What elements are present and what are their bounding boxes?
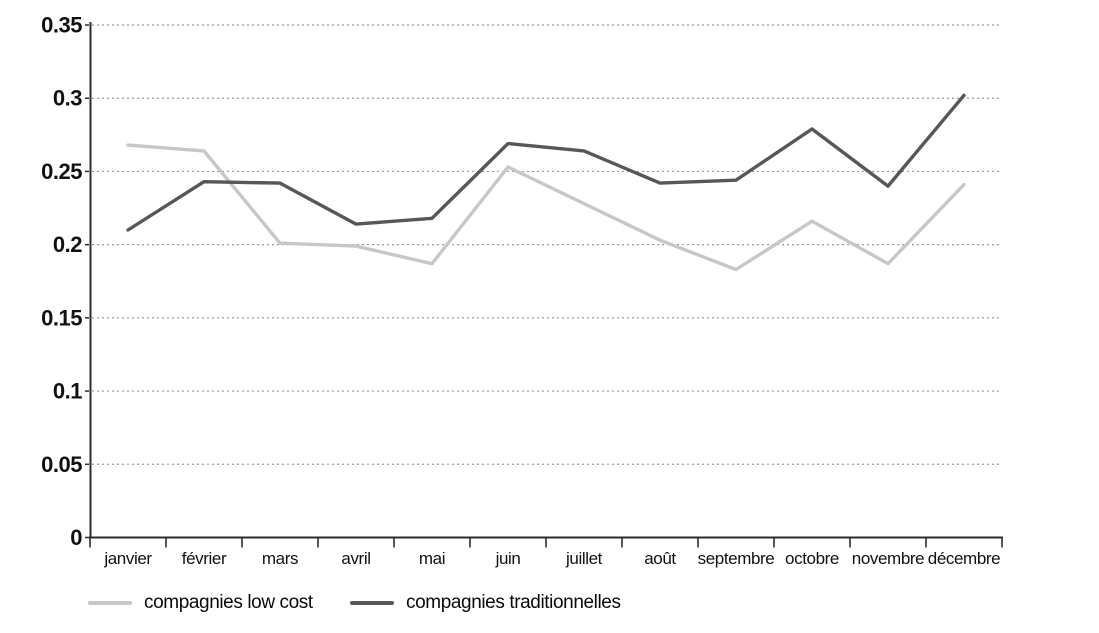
legend-label-traditionnelles: compagnies traditionnelles	[406, 592, 621, 613]
legend-item-traditionnelles: compagnies traditionnelles	[350, 591, 621, 615]
y-axis-label: 0.15	[41, 305, 82, 330]
legend-swatch-low-cost-line	[88, 601, 132, 605]
x-axis-label: avril	[341, 549, 370, 568]
x-axis-label: septembre	[698, 549, 775, 568]
series-line-1	[126, 93, 966, 232]
x-axis-label: octobre	[785, 549, 839, 568]
x-axis-label: juin	[495, 549, 521, 568]
y-axis-label: 0.35	[41, 13, 82, 38]
x-axis-label: mai	[419, 549, 445, 568]
series-line-0	[126, 143, 966, 272]
x-axis-label: mars	[262, 549, 298, 568]
y-axis-label: 0.2	[53, 232, 82, 257]
legend-swatch-traditionnelles-line	[350, 601, 394, 605]
y-axis-label: 0.1	[53, 379, 82, 404]
y-axis-label: 0.3	[53, 86, 82, 111]
legend-label-low-cost: compagnies low cost	[144, 592, 313, 613]
x-axis-label: février	[182, 549, 227, 568]
x-axis-label: décembre	[928, 549, 1000, 568]
chart-legend: compagnies low cost compagnies tradition…	[0, 591, 1099, 617]
y-axis-label: 0.05	[41, 452, 82, 477]
x-axis-label: juillet	[565, 549, 603, 568]
legend-item-low-cost: compagnies low cost	[88, 591, 313, 615]
y-axis-label: 0	[70, 525, 82, 550]
y-axis-label: 0.25	[41, 159, 82, 184]
x-axis-label: novembre	[852, 549, 924, 568]
x-axis-label: août	[644, 549, 676, 568]
x-axis-label: janvier	[103, 549, 152, 568]
